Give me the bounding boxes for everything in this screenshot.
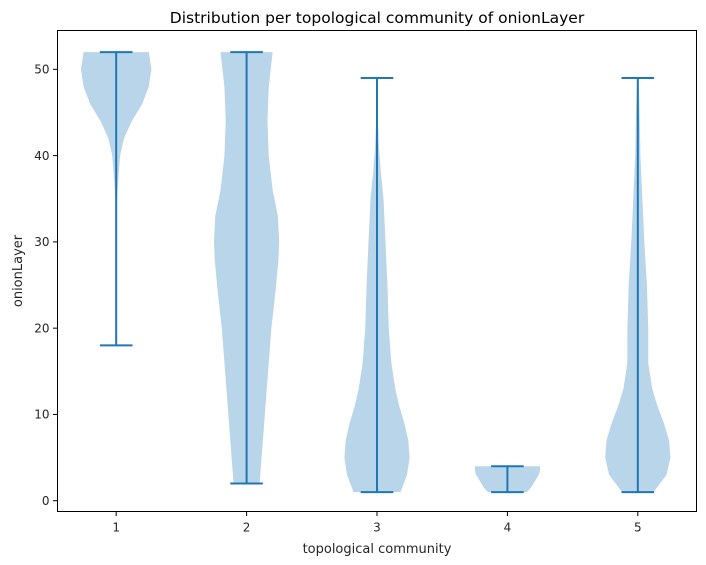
x-axis-label: topological community — [303, 542, 452, 557]
y-tick-label-10: 10 — [34, 408, 49, 422]
y-tick-label-0: 0 — [42, 494, 50, 508]
y-tick-label-30: 30 — [34, 235, 49, 249]
x-axis: 1 2 3 4 5 — [112, 511, 642, 535]
x-tick-label-3: 3 — [373, 521, 381, 535]
x-tick-label-2: 2 — [243, 521, 251, 535]
x-tick-label-1: 1 — [112, 521, 120, 535]
y-tick-label-40: 40 — [34, 149, 49, 163]
x-tick-label-4: 4 — [504, 521, 512, 535]
y-tick-label-20: 20 — [34, 321, 49, 335]
chart-title: Distribution per topological community o… — [170, 9, 585, 27]
violin-series — [80, 51, 671, 494]
x-tick-label-5: 5 — [634, 521, 642, 535]
y-tick-label-50: 50 — [34, 63, 49, 77]
y-axis: 0 10 20 30 40 50 — [34, 63, 58, 508]
y-axis-label: onionLayer — [11, 234, 26, 307]
